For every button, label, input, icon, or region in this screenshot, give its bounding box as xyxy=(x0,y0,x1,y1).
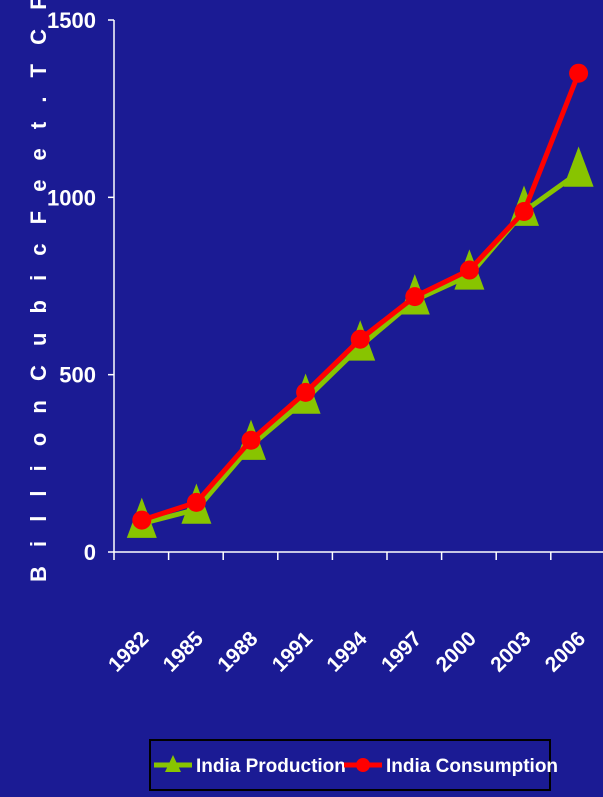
x-tick-label: 1985 xyxy=(159,627,209,677)
data-point xyxy=(296,382,316,402)
data-point xyxy=(459,260,479,280)
x-tick-label: 2003 xyxy=(486,627,535,676)
series-line xyxy=(141,72,581,523)
axes: 0 500 1000 1500 1982 1985 1988 1991 1994 1997 2000… xyxy=(26,0,603,677)
data-point xyxy=(563,146,594,187)
data-point xyxy=(186,492,206,512)
y-tick-label: 1000 xyxy=(47,185,96,210)
x-tick-label: 1997 xyxy=(377,627,426,676)
x-tick-label: 2006 xyxy=(541,627,590,676)
legend-box xyxy=(149,739,551,791)
x-tick-label: 1991 xyxy=(268,627,318,677)
y-tick-label: 500 xyxy=(59,363,96,388)
x-tick-label: 1982 xyxy=(104,627,153,676)
legend-label: India Consumption xyxy=(386,756,558,777)
data-point xyxy=(241,430,261,450)
y-axis-title: B i l l i o n C u b i c F e e t . T C F xyxy=(26,0,51,582)
data-point xyxy=(569,63,589,83)
y-tick-label: 0 xyxy=(84,540,96,565)
x-tick-label: 1994 xyxy=(322,627,372,677)
legend-label: India Production xyxy=(196,756,346,777)
legend-swatch-marker xyxy=(356,758,370,772)
legend-entry: India Consumption xyxy=(344,756,558,777)
x-tick-label: 1988 xyxy=(213,627,263,677)
series-layer xyxy=(126,63,594,538)
legend-entry: India Production xyxy=(154,755,346,777)
data-point xyxy=(132,510,152,530)
legend-swatch-marker xyxy=(165,755,181,772)
x-tick-label: 2000 xyxy=(432,627,481,676)
series-india-consumption xyxy=(132,63,589,530)
data-point xyxy=(514,202,534,222)
data-point xyxy=(405,287,425,307)
y-tick-label: 1500 xyxy=(47,8,96,33)
legend: India Production India Consumption xyxy=(149,739,558,791)
data-point xyxy=(350,329,370,349)
